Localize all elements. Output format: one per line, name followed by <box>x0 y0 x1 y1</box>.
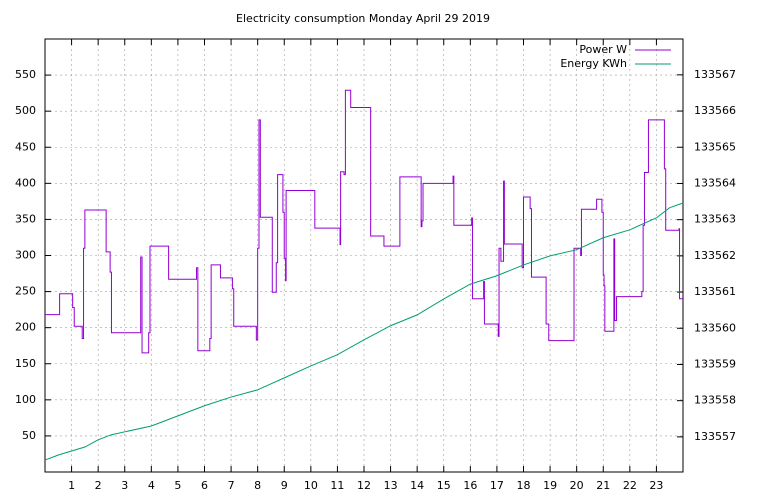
y2-tick-label: 133563 <box>694 213 736 226</box>
y2-tick-label: 133567 <box>694 68 736 81</box>
x-tick-label: 16 <box>463 479 477 492</box>
legend-label: Energy KWh <box>560 57 627 70</box>
x-tick-label: 17 <box>490 479 504 492</box>
x-tick-label: 19 <box>543 479 557 492</box>
x-tick-label: 15 <box>437 479 451 492</box>
x-tick-label: 3 <box>121 479 128 492</box>
x-tick-label: 22 <box>623 479 637 492</box>
x-tick-label: 13 <box>384 479 398 492</box>
x-tick-label: 4 <box>148 479 155 492</box>
x-tick-label: 1 <box>68 479 75 492</box>
y-tick-label: 550 <box>15 68 36 81</box>
y2-tick-label: 133557 <box>694 430 736 443</box>
x-tick-label: 23 <box>649 479 663 492</box>
series-line <box>44 202 684 461</box>
y-tick-label: 150 <box>15 357 36 370</box>
y2-tick-label: 133566 <box>694 104 736 117</box>
series-line <box>45 89 683 354</box>
y2-tick-label: 133558 <box>694 394 736 407</box>
y2-tick-label: 133565 <box>694 140 736 153</box>
x-tick-label: 11 <box>330 479 344 492</box>
y-tick-label: 350 <box>15 212 36 225</box>
x-tick-label: 9 <box>281 479 288 492</box>
x-tick-label: 20 <box>570 479 584 492</box>
x-tick-label: 8 <box>254 479 261 492</box>
y-tick-label: 50 <box>22 429 36 442</box>
y-tick-label: 500 <box>15 104 36 117</box>
x-tick-label: 5 <box>174 479 181 492</box>
y-tick-label: 300 <box>15 249 36 262</box>
plot-frame <box>44 38 684 473</box>
y-tick-label: 200 <box>15 321 36 334</box>
x-tick-label: 6 <box>201 479 208 492</box>
legend-label: Power W <box>579 43 627 56</box>
x-tick-label: 21 <box>596 479 610 492</box>
x-tick-label: 10 <box>304 479 318 492</box>
y2-tick-label: 133560 <box>694 321 736 334</box>
x-tick-label: 12 <box>357 479 371 492</box>
y-tick-label: 250 <box>15 285 36 298</box>
chart-title: Electricity consumption Monday April 29 … <box>236 12 490 25</box>
y-tick-label: 100 <box>15 393 36 406</box>
y2-tick-label: 133562 <box>694 249 736 262</box>
y2-tick-label: 133559 <box>694 357 736 370</box>
y-tick-label: 450 <box>15 140 36 153</box>
x-tick-label: 18 <box>517 479 531 492</box>
y2-tick-label: 133561 <box>694 285 736 298</box>
y-tick-label: 400 <box>15 176 36 189</box>
x-tick-label: 2 <box>95 479 102 492</box>
y2-tick-label: 133564 <box>694 176 736 189</box>
x-tick-label: 7 <box>228 479 235 492</box>
x-tick-label: 14 <box>410 479 424 492</box>
